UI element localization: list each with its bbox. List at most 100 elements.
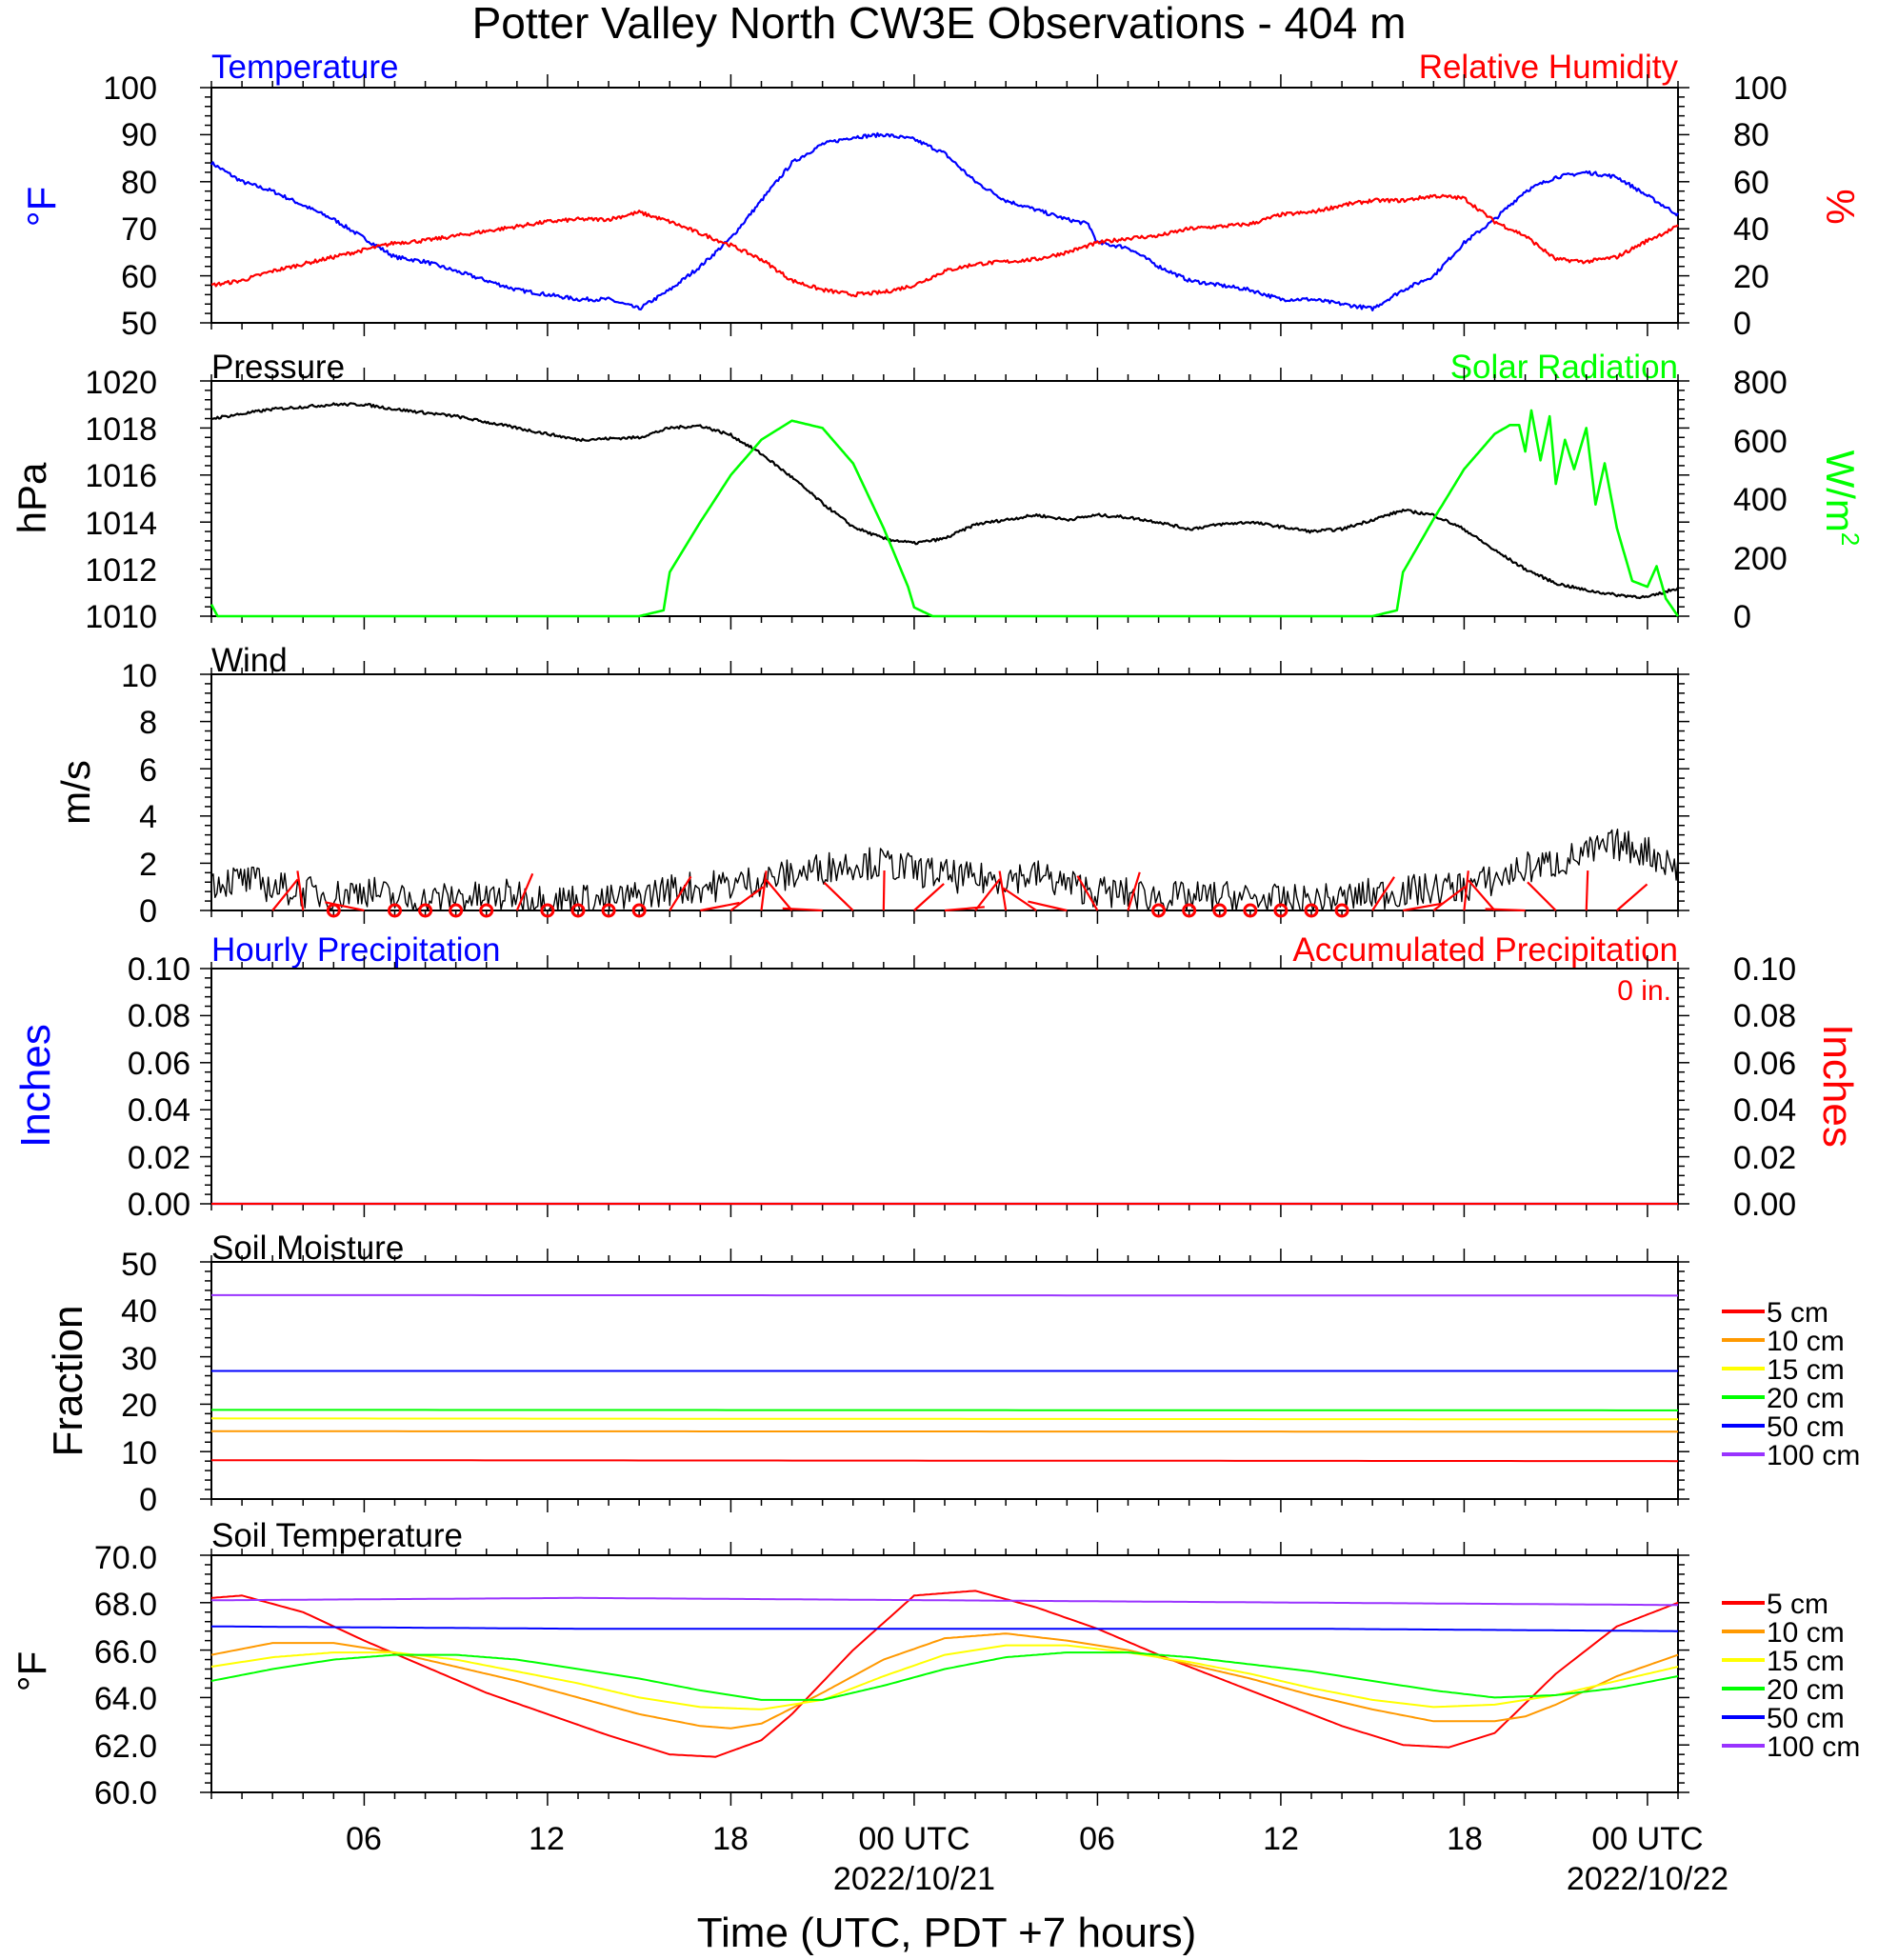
panel-precip: Hourly Precipitation Accumulated Precipi…: [12, 931, 1861, 1223]
x-tick-label: 06: [1079, 1821, 1115, 1857]
wind-calm-marker: [388, 903, 402, 918]
wind-barb: [700, 901, 740, 912]
y-tick-label: 0.00: [1733, 1187, 1796, 1223]
y-tick-label: 0.06: [1733, 1046, 1796, 1082]
panel-wind-left-title: Wind: [211, 642, 288, 679]
y-tick-label: 0.02: [128, 1140, 190, 1176]
plot-area: [200, 74, 1689, 1806]
series-soil-temperature-6: [211, 1596, 1678, 1607]
wind-barb: [882, 870, 886, 911]
panel-pressure: Pressure Solar Radiation hPa W/m2 1010 1…: [10, 349, 1865, 635]
x-tick-label: 00 UTC: [858, 1821, 969, 1857]
series-soil-temperature-4: [210, 1651, 1679, 1701]
panel-pressure-left-title: Pressure: [211, 349, 345, 386]
wind-barb: [1585, 870, 1589, 911]
x-axis-title: Time (UTC, PDT +7 hours): [697, 1910, 1196, 1956]
y-tick-label: 200: [1733, 541, 1788, 577]
y-tick-label: 60.0: [94, 1775, 157, 1811]
y-tick-label: 1010: [85, 599, 157, 635]
panel-soil-temperature: Soil Temperature °F 60.0 62.0 64.0 66.0 …: [10, 1517, 1860, 1811]
legend-label: 5 cm: [1767, 1589, 1828, 1620]
wind-barb: [1468, 879, 1496, 911]
y-tick-label: 100: [103, 70, 157, 107]
x-tick-label: 12: [1263, 1821, 1299, 1857]
wind-barb: [998, 870, 1008, 911]
series-soil-temperature-5: [211, 1625, 1678, 1632]
panel-precip-right-ticks: 0.00 0.02 0.04 0.06 0.08 0.10: [1733, 951, 1796, 1223]
soil-temperature-legend: 5 cm 10 cm 15 cm 20 cm 50 cm 100 cm: [1722, 1589, 1860, 1763]
y-tick-label: 8: [139, 705, 157, 741]
wind-barb: [782, 907, 823, 912]
wind-barb: [974, 878, 1001, 911]
panel-pressure-right-unit-exp: 2: [1836, 532, 1865, 546]
x-tick-label: 18: [712, 1821, 749, 1857]
y-tick-label: 50: [121, 1247, 157, 1283]
panel-wind-left-ticks: 0 2 4 6 8 10: [121, 658, 157, 930]
y-tick-label: 400: [1733, 482, 1788, 518]
series-humidity-line: [211, 193, 1679, 298]
y-tick-label: 80: [1733, 117, 1769, 153]
y-tick-label: 0.04: [1733, 1092, 1796, 1129]
wind-calm-marker: [1151, 903, 1167, 918]
panel-temperature-right-unit: %: [1818, 189, 1863, 224]
precip-total-label: 0 in.: [1617, 975, 1671, 1007]
y-tick-label: 4: [139, 799, 157, 835]
wind-barb: [669, 875, 692, 911]
panel-pressure-right-ticks: 0 200 400 600 800: [1733, 365, 1788, 635]
series-temperature-line: [210, 131, 1679, 311]
y-tick-label: 10: [121, 1435, 157, 1471]
wind-barb: [1002, 887, 1037, 911]
y-tick-label: 66.0: [94, 1634, 157, 1670]
legend-label: 15 cm: [1767, 1354, 1845, 1386]
wind-calm-marker: [540, 903, 555, 918]
panel-pressure-left-ticks: 1010 1012 1014 1016 1018 1020: [85, 365, 157, 635]
y-tick-label: 80: [121, 165, 157, 201]
legend-label: 50 cm: [1767, 1703, 1845, 1734]
legend-label: 15 cm: [1767, 1646, 1845, 1677]
y-tick-label: 10: [121, 658, 157, 694]
legend-label: 10 cm: [1767, 1617, 1845, 1649]
panel-precip-right-title: Accumulated Precipitation: [1292, 931, 1678, 969]
wind-calm-marker: [449, 903, 464, 918]
x-date-label: 2022/10/21: [833, 1861, 995, 1897]
panel-precip-left-ticks: 0.00 0.02 0.04 0.06 0.08 0.10: [128, 951, 190, 1223]
y-tick-label: 0.02: [1733, 1140, 1796, 1176]
y-tick-label: 0: [139, 893, 157, 930]
wind-calm-marker: [631, 903, 647, 918]
wind-barb: [1127, 871, 1141, 911]
legend-label: 20 cm: [1767, 1383, 1845, 1414]
y-tick-label: 800: [1733, 365, 1788, 401]
legend-label: 5 cm: [1767, 1297, 1828, 1329]
series-pressure-line: [210, 402, 1679, 600]
x-date-label: 2022/10/22: [1567, 1861, 1728, 1897]
panel-pressure-right-unit-base: W/m: [1818, 450, 1863, 532]
series-soil-moisture-1: [211, 1459, 1679, 1463]
panel-soil-moisture-left-ticks: 0 10 20 30 40 50: [121, 1247, 157, 1518]
panel-temperature-left-title: Temperature: [211, 49, 398, 86]
y-tick-label: 1020: [85, 365, 157, 401]
wind-barb: [296, 870, 305, 911]
y-tick-label: 50: [121, 306, 157, 342]
panel-pressure-left-unit: hPa: [10, 462, 54, 533]
wind-calm-marker: [1243, 903, 1258, 918]
panel-temperature-right-ticks: 0 20 40 60 80 100: [1733, 70, 1788, 342]
wind-barb: [1432, 885, 1467, 911]
y-tick-label: 0.08: [128, 998, 190, 1034]
panel-temperature: Temperature Relative Humidity °F % 50 60…: [19, 49, 1863, 342]
wind-barb: [1463, 870, 1469, 911]
y-tick-label: 6: [139, 752, 157, 789]
panel-wind-left-unit: m/s: [53, 760, 98, 825]
y-tick-label: 90: [121, 117, 157, 153]
x-tick-label: 18: [1447, 1821, 1483, 1857]
wind-barb: [913, 883, 945, 911]
y-tick-label: 0.08: [1733, 998, 1796, 1034]
panel-precip-left-unit: Inches: [12, 1024, 59, 1148]
y-tick-label: 1016: [85, 458, 157, 494]
y-tick-label: 20: [1733, 259, 1769, 295]
series-soil-temperature-3: [210, 1644, 1679, 1710]
series-soil-moisture-2: [211, 1430, 1678, 1433]
wind-barb: [1076, 875, 1099, 911]
series-wind-line: [210, 829, 1679, 911]
y-tick-label: 2: [139, 847, 157, 883]
legend-label: 10 cm: [1767, 1326, 1845, 1357]
